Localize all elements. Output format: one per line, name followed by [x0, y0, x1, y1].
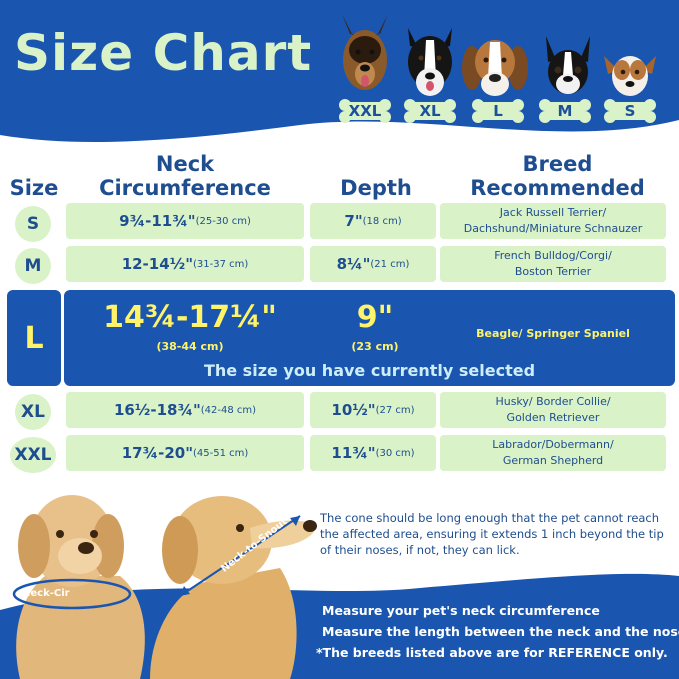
footer-line-2: Measure the length between the neck and … [322, 624, 679, 639]
depth-inch: 10½" [331, 401, 376, 419]
neck-circumference-label: Neck-Cir [22, 588, 70, 599]
bone-label: XXL [348, 102, 382, 120]
depth-cm: (21 cm) [370, 258, 410, 270]
breed-line1: Jack Russell Terrier/ [499, 206, 607, 219]
depth-cell: 11¾" (30 cm) [310, 435, 436, 471]
header-depth: Depth [340, 176, 412, 200]
selected-note: The size you have currently selected [203, 361, 536, 380]
size-bone-m: M [539, 98, 591, 124]
size-bone-xl: XL [404, 98, 456, 124]
neck-cm: (45-51 cm) [193, 447, 249, 459]
depth-cell: 10½" (27 cm) [310, 392, 436, 428]
depth-inch: 7" [344, 212, 363, 230]
row-size-xl: XL [15, 394, 51, 430]
header-breed-line1: Breed [522, 152, 593, 176]
breed-line1: Labrador/Dobermann/ [492, 438, 614, 451]
breed-cell: Husky/ Border Collie/ Golden Retriever [440, 392, 666, 428]
depth-cm: (30 cm) [375, 447, 415, 459]
breed-cell: French Bulldog/Corgi/ Boston Terrier [440, 246, 666, 282]
neck-cm: (31-37 cm) [193, 258, 249, 270]
row-size-s: S [15, 206, 51, 242]
jack-russell-icon [600, 46, 660, 102]
header-size: Size [9, 176, 59, 200]
depth-cell: 8¼" (21 cm) [310, 246, 436, 282]
border-collie-icon [400, 18, 460, 100]
breed-line1: Husky/ Border Collie/ [495, 395, 611, 408]
neck-cm: (25-30 cm) [195, 215, 251, 227]
breed-cell: Jack Russell Terrier/ Dachshund/Miniatur… [440, 203, 666, 239]
breed-line2: Golden Retriever [506, 411, 600, 424]
bone-label: L [493, 102, 503, 120]
selected-size-tab: L [7, 290, 61, 386]
neck-inch: 16½-18¾" [113, 401, 201, 419]
selected-neck: 14¾-17¼" [103, 300, 277, 335]
bone-label: S [624, 102, 636, 120]
row-size-xxl: XXL [10, 437, 56, 473]
header-breed-line2: Recommended [470, 176, 645, 200]
labrador-puppy-photo [0, 486, 170, 679]
beagle-icon [460, 28, 530, 102]
header-neck-line1: Neck [155, 152, 215, 176]
footer-line-1: Measure your pet's neck circumference [322, 603, 600, 618]
selected-depth-cm: (23 cm) [351, 340, 399, 353]
depth-inch: 11¾" [331, 444, 376, 462]
page-title: Size Chart [14, 24, 313, 82]
neck-cell: 9¾-11¾" (25-30 cm) [66, 203, 304, 239]
header-neck-line2: Circumference [99, 176, 271, 200]
neck-inch: 17¾-20" [121, 444, 194, 462]
selected-depth: 9" [356, 300, 394, 335]
depth-cell: 7" (18 cm) [310, 203, 436, 239]
neck-cm: (42-48 cm) [200, 404, 257, 416]
bone-label: M [557, 102, 573, 120]
breed-line2: Boston Terrier [514, 265, 592, 278]
neck-inch: 9¾-11¾" [119, 212, 196, 230]
selected-neck-cm: (38-44 cm) [156, 340, 224, 353]
neck-cell: 16½-18¾" (42-48 cm) [66, 392, 304, 428]
breed-line2: Dachshund/Miniature Schnauzer [463, 222, 643, 235]
neck-cell: 12-14½" (31-37 cm) [66, 246, 304, 282]
row-size-m: M [15, 248, 51, 284]
boston-terrier-icon [540, 32, 596, 102]
breed-line1: French Bulldog/Corgi/ [494, 249, 612, 262]
breed-line2: German Shepherd [502, 454, 604, 467]
footer-line-3: *The breeds listed above are for REFEREN… [316, 645, 668, 660]
depth-cm: (27 cm) [375, 404, 415, 416]
depth-cm: (18 cm) [362, 215, 402, 227]
cone-instructions: The cone should be long enough that the … [320, 511, 664, 557]
size-bone-s: S [604, 98, 656, 124]
golden-retriever-photo [140, 488, 320, 679]
neck-cell: 17¾-20" (45-51 cm) [66, 435, 304, 471]
breed-cell: Labrador/Dobermann/ German Shepherd [440, 435, 666, 471]
selected-breed: Beagle/ Springer Spaniel [476, 327, 630, 340]
neck-inch: 12-14½" [121, 255, 194, 273]
size-bone-l: L [472, 98, 524, 124]
german-shepherd-icon [336, 8, 394, 100]
depth-inch: 8¼" [336, 255, 371, 273]
size-bone-xxl: XXL [339, 98, 391, 124]
bone-label: XL [419, 102, 441, 120]
selected-row-panel [64, 290, 675, 386]
